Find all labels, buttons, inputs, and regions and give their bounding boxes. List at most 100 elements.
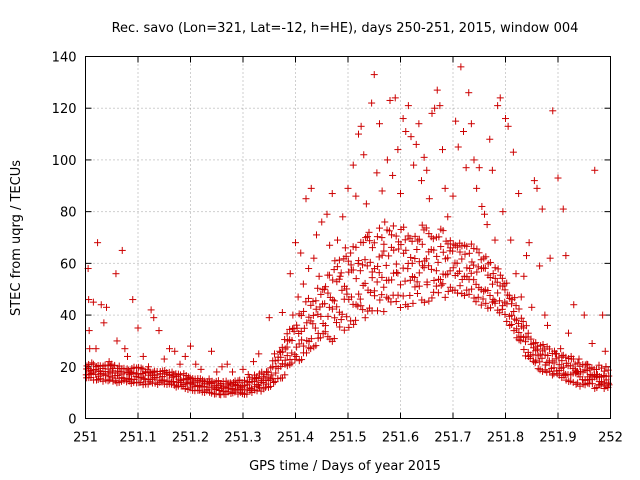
data-point [361, 256, 369, 264]
data-point [423, 278, 431, 286]
data-point [302, 195, 310, 203]
y-tick-label: 20 [60, 361, 77, 376]
data-point [422, 255, 430, 263]
data-point [482, 299, 490, 307]
data-point [389, 171, 397, 179]
data-point [395, 245, 403, 253]
data-point [534, 342, 542, 350]
data-point [439, 146, 446, 154]
data-point [473, 268, 481, 276]
data-point [467, 240, 475, 248]
data-point [278, 360, 286, 368]
data-point [376, 120, 383, 128]
data-point [147, 306, 155, 314]
data-point [525, 239, 533, 247]
data-point [392, 298, 400, 306]
data-point [309, 297, 317, 305]
data-point [305, 265, 313, 273]
data-point [307, 335, 315, 343]
data-point [359, 239, 367, 247]
data-point [311, 324, 319, 332]
data-point [482, 253, 490, 261]
data-point [89, 298, 97, 306]
data-point [382, 261, 390, 269]
data-point [192, 360, 200, 368]
data-point [408, 259, 416, 267]
data-point [380, 308, 388, 316]
data-point [410, 161, 418, 169]
data-point [312, 342, 320, 350]
x-tick-label: 251.9 [539, 431, 576, 446]
data-point [605, 372, 613, 380]
data-point [413, 289, 421, 297]
data-point [484, 286, 492, 294]
data-point [470, 276, 478, 284]
data-point [433, 252, 441, 260]
data-point [362, 200, 370, 208]
data-point [181, 352, 189, 360]
data-point [528, 303, 536, 311]
x-tick-label: 251.2 [172, 431, 209, 446]
data-point [355, 130, 362, 138]
data-point [352, 243, 360, 251]
data-point [388, 231, 396, 239]
data-point [124, 352, 131, 360]
data-point [481, 264, 489, 272]
data-point [397, 281, 405, 289]
data-point [305, 313, 313, 321]
data-point [373, 278, 381, 286]
data-point [100, 319, 108, 327]
data-point [208, 347, 215, 355]
data-point [399, 115, 407, 123]
x-tick-label: 251.3 [224, 431, 261, 446]
data-point [312, 297, 320, 305]
data-point [313, 231, 320, 239]
data-point [415, 282, 423, 290]
data-point [515, 305, 523, 313]
data-point [302, 349, 310, 357]
data-point [291, 351, 299, 359]
data-point [361, 314, 369, 322]
y-axis-title: STEC from uqrg / TECUs [9, 160, 24, 316]
data-point [139, 352, 147, 360]
data-point [86, 345, 94, 353]
data-point [557, 345, 565, 353]
data-point [355, 290, 363, 298]
data-point [344, 184, 352, 192]
data-point [397, 190, 404, 198]
data-point [503, 279, 511, 287]
data-point [356, 295, 364, 303]
data-point [357, 122, 365, 130]
data-point [312, 305, 320, 313]
data-point [347, 261, 355, 269]
data-point [93, 376, 101, 384]
data-point [385, 252, 393, 260]
data-point [470, 156, 478, 164]
data-point [118, 246, 126, 254]
x-tick-label: 251.1 [119, 431, 156, 446]
data-point [322, 283, 330, 291]
data-point [326, 241, 334, 249]
data-point [507, 236, 515, 244]
data-point [463, 242, 471, 250]
data-point [309, 311, 317, 319]
data-point [347, 317, 355, 325]
data-point [150, 314, 158, 322]
data-point [250, 358, 257, 366]
data-point [545, 345, 553, 353]
data-point [283, 330, 291, 338]
data-point [415, 269, 423, 277]
data-point [333, 263, 341, 271]
data-point [501, 310, 509, 318]
data-point [486, 273, 494, 281]
data-point [366, 288, 374, 296]
data-point [521, 338, 529, 346]
data-point [374, 307, 382, 315]
data-point [283, 343, 291, 351]
data-point [512, 270, 520, 278]
data-point [375, 224, 383, 232]
data-point [363, 262, 371, 270]
data-point [137, 364, 145, 372]
data-point [454, 143, 462, 151]
data-point [344, 257, 352, 265]
